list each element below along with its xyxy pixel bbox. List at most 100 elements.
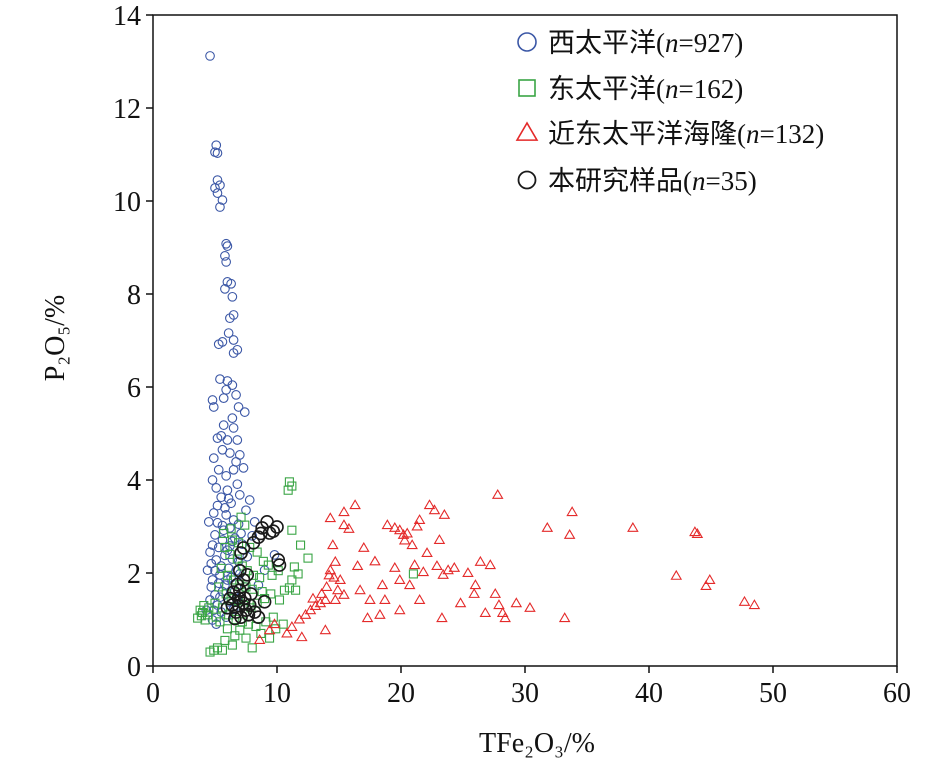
near-east-pacific-rise-point <box>328 571 340 582</box>
legend-entry-near-east-pacific-rise: 近东太平洋海隆(n=132) <box>515 119 824 149</box>
near-east-pacific-rise-point <box>510 597 523 608</box>
west-pacific-point <box>228 604 239 615</box>
west-pacific-point <box>228 464 239 475</box>
this-study-sample-point <box>266 524 281 538</box>
near-east-pacific-rise-point <box>349 499 361 510</box>
west-pacific-point <box>202 565 213 576</box>
west-pacific-point <box>213 464 224 475</box>
east-pacific-point <box>220 542 230 552</box>
legend-entry-east-pacific: 东太平洋(n=162) <box>518 74 743 104</box>
west-pacific-point <box>212 517 223 528</box>
east-pacific-point <box>198 607 208 618</box>
x-tick-label: 0 <box>146 678 160 709</box>
legend-marker-triangle-icon <box>515 121 539 141</box>
east-pacific-point <box>291 585 301 595</box>
east-pacific-point <box>214 582 224 592</box>
near-east-pacific-rise-point <box>670 569 683 580</box>
near-east-pacific-rise-point <box>376 579 389 590</box>
near-east-pacific-rise-point <box>315 588 328 598</box>
near-east-pacific-rise-point <box>541 521 554 532</box>
near-east-pacific-rise-point <box>361 612 374 623</box>
west-pacific-point <box>222 485 233 496</box>
west-pacific-point <box>223 493 234 504</box>
this-study-sample-point <box>223 591 237 606</box>
x-axis: 0 10 20 30 40 50 60 <box>146 666 911 709</box>
near-east-pacific-rise-point <box>331 584 344 595</box>
west-pacific-point <box>228 335 239 345</box>
near-east-pacific-rise-point <box>627 521 639 532</box>
near-east-pacific-rise-point <box>479 607 492 617</box>
east-pacific-point <box>287 525 297 535</box>
east-pacific-point <box>287 575 297 585</box>
west-pacific-point <box>241 505 251 516</box>
west-pacific-point <box>221 612 232 623</box>
near-east-pacific-rise-point <box>268 618 281 629</box>
near-east-pacific-rise-point <box>393 524 406 535</box>
near-east-pacific-rise-point <box>468 588 480 598</box>
east-pacific-point <box>255 573 265 583</box>
x-tick-label: 40 <box>635 678 663 709</box>
near-east-pacific-rise-point <box>524 601 536 612</box>
west-pacific-point <box>225 448 235 458</box>
east-pacific-point <box>245 542 255 552</box>
this-study-sample-series <box>220 515 287 626</box>
near-east-pacific-rise-point <box>329 594 342 604</box>
near-east-pacific-rise-point <box>253 634 266 644</box>
near-east-pacific-rise-point <box>338 519 350 530</box>
east-pacific-point <box>293 569 303 579</box>
near-east-pacific-rise-point <box>408 559 421 570</box>
near-east-pacific-rise-point <box>413 514 426 524</box>
east-pacific-point <box>260 594 270 604</box>
near-east-pacific-rise-point <box>474 555 487 566</box>
east-pacific-point <box>303 553 313 563</box>
east-pacific-point <box>227 535 237 545</box>
legend-marker-circle-icon <box>517 32 537 52</box>
y-tick-label: 10 <box>113 187 141 218</box>
near-east-pacific-rise-point <box>338 588 350 599</box>
data-points <box>193 51 761 657</box>
near-east-pacific-rise-point <box>381 519 394 530</box>
legend-entry-west-pacific: 西太平洋(n=927) <box>517 28 743 58</box>
west-pacific-point <box>212 188 223 198</box>
east-pacific-point <box>216 563 226 573</box>
west-pacific-point <box>238 463 249 473</box>
west-pacific-point <box>213 542 224 553</box>
near-east-pacific-rise-point <box>442 564 454 575</box>
west-pacific-point <box>205 595 215 605</box>
near-east-pacific-rise-point <box>286 621 298 631</box>
near-east-pacific-rise-point <box>403 579 416 590</box>
near-east-pacific-rise-point <box>358 541 370 552</box>
near-east-pacific-rise-point <box>338 506 350 517</box>
near-east-pacific-rise-point <box>563 528 576 539</box>
this-study-sample-point <box>233 563 247 578</box>
west-pacific-point <box>223 563 234 574</box>
x-tick-label: 50 <box>759 678 787 709</box>
east-pacific-point <box>226 524 236 534</box>
near-east-pacific-rise-point <box>364 594 376 604</box>
west-pacific-point <box>221 257 232 267</box>
east-pacific-point <box>205 647 215 657</box>
west-pacific-point <box>231 390 241 400</box>
near-east-pacific-rise-point <box>401 527 413 538</box>
east-pacific-point <box>279 585 289 595</box>
west-pacific-point <box>212 148 223 158</box>
west-pacific-point <box>216 492 227 503</box>
legend: 西太平洋(n=927) 东太平洋(n=162) 近东太平洋海隆(n=132) 本研究样… <box>515 28 824 196</box>
near-east-pacific-rise-point <box>343 522 355 533</box>
west-pacific-point <box>221 384 232 395</box>
near-east-pacific-rise-point <box>293 613 306 624</box>
west-pacific-point <box>233 519 244 530</box>
near-east-pacific-rise-point <box>379 594 391 604</box>
west-pacific-point <box>244 495 255 505</box>
near-east-pacific-rise-point <box>423 499 436 510</box>
y-tick-label: 8 <box>127 280 141 311</box>
near-east-pacific-rise-point <box>689 526 701 537</box>
west-pacific-point <box>207 575 218 585</box>
x-axis-label: TFe₂O₃/% <box>479 728 595 759</box>
near-east-pacific-rise-point <box>369 555 381 566</box>
y-tick-label: 6 <box>127 373 141 404</box>
near-east-pacific-rise-point <box>433 534 446 544</box>
near-east-pacific-rise-point <box>417 566 430 577</box>
y-axis: 0 2 4 6 8 10 12 14 <box>113 1 153 683</box>
y-tick-label: 0 <box>127 652 141 683</box>
